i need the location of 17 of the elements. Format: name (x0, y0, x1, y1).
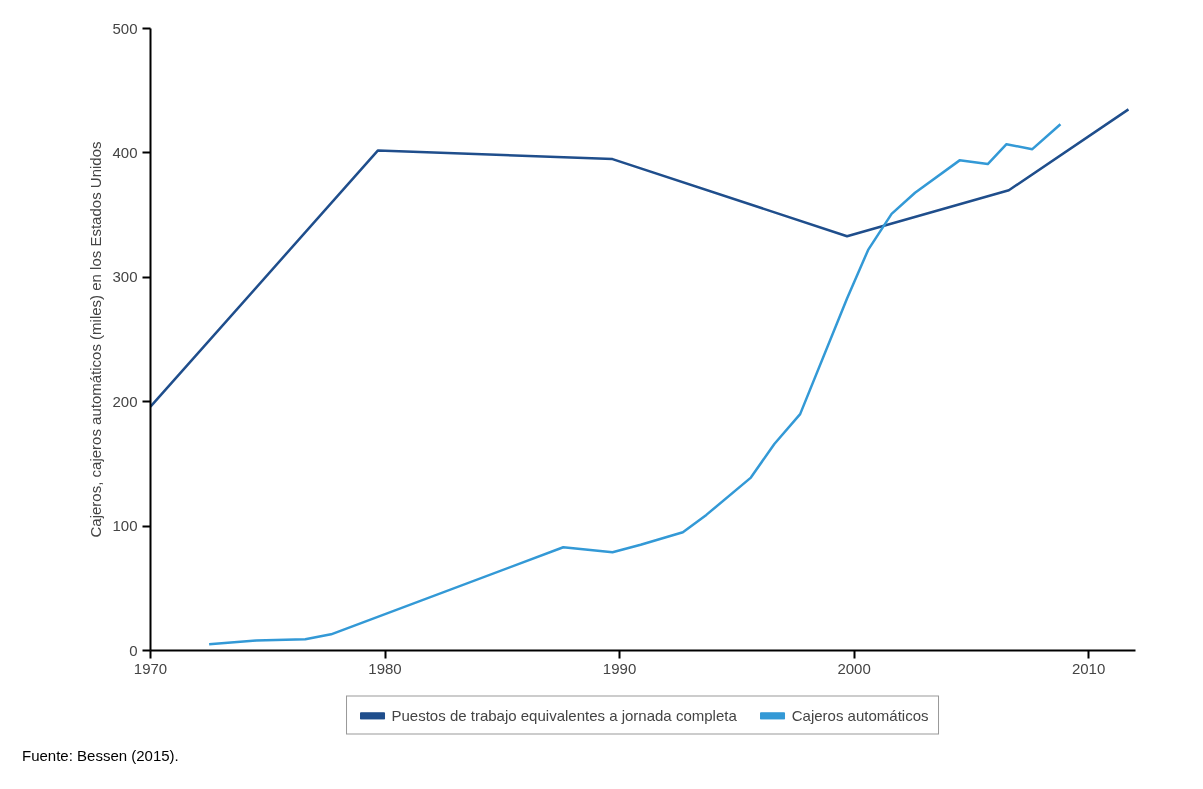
x-tick-label: 2010 (1071, 659, 1106, 677)
x-tick-label: 1980 (368, 659, 402, 677)
line-series (150, 108, 1130, 408)
y-tick-label: 500 (112, 19, 138, 37)
x-tick-label: 1990 (602, 659, 637, 677)
y-tick-label: 0 (129, 641, 138, 659)
source-note: Fuente: Bessen (2015). (22, 746, 179, 766)
y-tick-label: 400 (112, 143, 138, 161)
legend-label: Puestos de trabajo equivalentes a jornada completa (391, 706, 737, 724)
x-tick-label: 2000 (837, 659, 871, 677)
y-tick-label: 100 (112, 517, 138, 535)
y-tick-label: 200 (112, 392, 138, 410)
line-series (207, 123, 1062, 646)
legend-label: Cajeros automáticos (791, 706, 929, 724)
y-tick-label: 300 (112, 268, 138, 286)
x-tick-label: 1970 (133, 659, 168, 677)
y-axis-title: Cajeros, cajeros automáticos (miles) en los Estados Unidos (87, 141, 105, 538)
